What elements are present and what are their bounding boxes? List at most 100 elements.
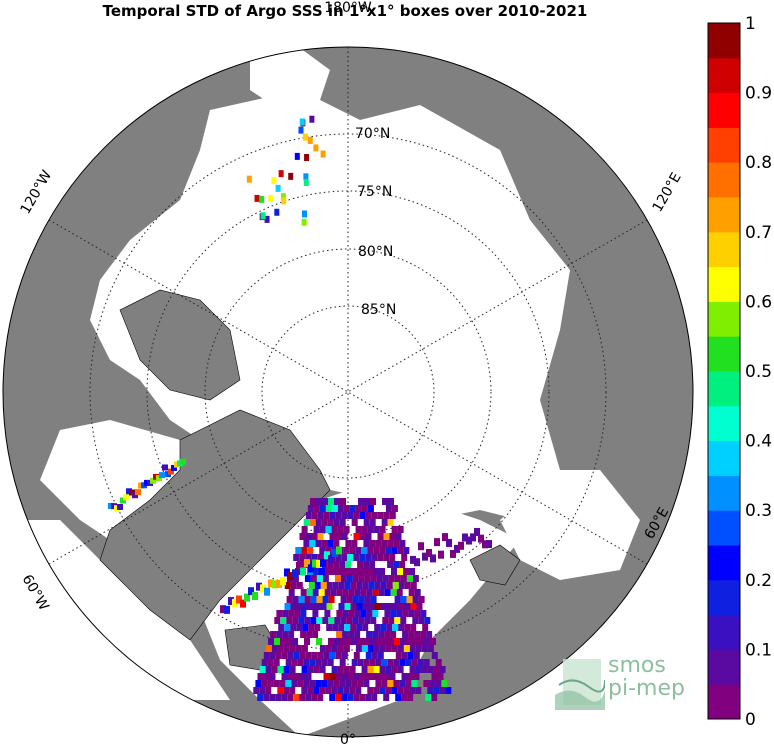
- std-cell: [261, 659, 268, 666]
- std-cell: [342, 589, 349, 596]
- std-cell: [273, 680, 280, 687]
- std-cell: [408, 610, 415, 617]
- std-cell: [402, 610, 409, 617]
- colorbar-swatch: [708, 127, 740, 163]
- std-cell: [438, 550, 444, 559]
- std-cell: [391, 645, 398, 652]
- std-cell: [374, 603, 381, 610]
- std-cell: [349, 505, 356, 512]
- std-cell: [405, 659, 412, 666]
- std-cell: [358, 596, 365, 603]
- std-cell: [381, 680, 388, 687]
- std-cell: [397, 645, 404, 652]
- std-cell: [337, 526, 344, 533]
- std-cell: [308, 582, 315, 589]
- std-cell: [295, 547, 302, 554]
- std-cell: [287, 694, 294, 701]
- std-cell: [390, 631, 397, 638]
- std-cell: [323, 673, 330, 680]
- std-cell: [228, 597, 234, 606]
- std-cell: [288, 572, 294, 581]
- std-cell: [359, 533, 366, 540]
- std-cell: [324, 589, 331, 596]
- lon-label-60w: 60°W: [19, 572, 52, 614]
- std-cell: [303, 659, 310, 666]
- std-cell: [343, 645, 350, 652]
- std-cell: [372, 631, 379, 638]
- std-cell: [359, 512, 366, 519]
- std-cell: [389, 533, 396, 540]
- std-cell: [313, 666, 320, 673]
- std-cell: [307, 136, 313, 144]
- std-cell: [363, 659, 370, 666]
- std-cell: [307, 547, 314, 554]
- std-cell: [343, 505, 350, 512]
- std-cell: [259, 687, 266, 694]
- std-cell: [345, 540, 352, 547]
- std-cell: [394, 596, 401, 603]
- std-cell: [341, 652, 348, 659]
- std-cell: [293, 694, 300, 701]
- std-cell: [291, 680, 298, 687]
- std-cell: [282, 631, 289, 638]
- std-cell: [287, 673, 294, 680]
- std-cell: [383, 533, 390, 540]
- std-cell: [240, 599, 246, 608]
- std-cell: [371, 673, 378, 680]
- std-cell: [303, 519, 310, 526]
- std-cell: [379, 666, 386, 673]
- std-cell: [399, 540, 406, 547]
- std-cell: [385, 666, 392, 673]
- std-cell: [331, 505, 338, 512]
- colorbar-tick-label: 1: [745, 14, 756, 34]
- std-cell: [307, 687, 314, 694]
- std-cell: [309, 115, 315, 123]
- std-cell: [385, 547, 392, 554]
- std-cell: [325, 645, 332, 652]
- std-cell: [321, 680, 328, 687]
- std-cell: [410, 555, 416, 564]
- std-cell: [264, 215, 270, 223]
- std-cell: [317, 554, 324, 561]
- std-cell: [352, 638, 358, 645]
- colorbar-tick-label: 0.2: [745, 571, 772, 591]
- std-cell: [372, 589, 379, 596]
- std-cell: [299, 652, 306, 659]
- colorbar-swatches: [708, 23, 740, 720]
- std-cell: [355, 547, 362, 554]
- std-cell: [379, 568, 385, 575]
- std-cell: [343, 526, 350, 533]
- std-cell: [364, 617, 371, 624]
- std-cell: [352, 575, 359, 582]
- std-cell: [334, 575, 341, 582]
- std-cell: [385, 505, 392, 512]
- baffin-bay: [40, 420, 200, 540]
- std-cell: [405, 680, 412, 687]
- std-cell: [293, 652, 300, 659]
- std-cell: [307, 505, 314, 512]
- std-cell: [339, 659, 346, 666]
- std-cell: [260, 212, 266, 220]
- std-cell: [294, 152, 300, 160]
- std-cell: [364, 596, 371, 603]
- std-cell: [295, 645, 302, 652]
- std-cell: [331, 568, 337, 575]
- std-cell: [414, 631, 421, 638]
- std-cell: [180, 458, 186, 465]
- std-cell: [395, 694, 402, 701]
- std-cell: [362, 582, 369, 589]
- std-cell: [408, 589, 415, 596]
- std-cell: [357, 659, 364, 666]
- std-cell: [403, 645, 410, 652]
- std-cell: [369, 561, 376, 568]
- std-cell: [397, 526, 404, 533]
- std-cell: [353, 512, 360, 519]
- greenland: [99, 409, 331, 641]
- std-cell: [340, 617, 347, 624]
- std-cell: [366, 610, 373, 617]
- std-cell: [327, 519, 334, 526]
- std-cell: [361, 505, 368, 512]
- std-cell: [328, 638, 334, 645]
- std-cell: [278, 624, 285, 631]
- std-cell: [413, 673, 420, 680]
